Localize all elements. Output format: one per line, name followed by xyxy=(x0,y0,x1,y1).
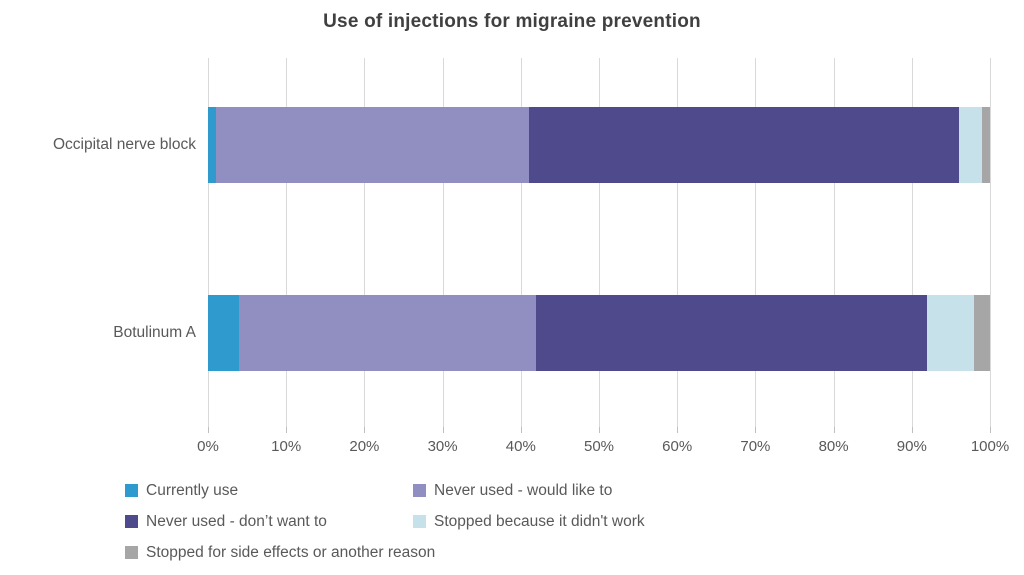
gridline xyxy=(286,58,288,427)
bar-segment xyxy=(958,107,983,183)
bar-segment xyxy=(239,295,537,371)
gridline xyxy=(599,58,600,427)
bar-segment xyxy=(215,107,529,183)
category-label: Occipital nerve block xyxy=(52,136,196,153)
x-axis-tick-label: 20% xyxy=(349,438,380,455)
bar-botulinum-a xyxy=(208,295,990,371)
legend-item: Stopped for side effects or another reas… xyxy=(125,542,435,563)
legend-swatch xyxy=(125,546,138,559)
x-axis-tick-label: 10% xyxy=(271,438,302,455)
legend-item: Never used - would like to xyxy=(413,480,645,501)
gridline xyxy=(677,58,679,427)
legend-swatch xyxy=(125,484,138,497)
legend-swatch xyxy=(125,515,138,528)
bar-segment xyxy=(536,295,928,371)
chart-title: Use of injections for migraine preventio… xyxy=(323,11,701,32)
axis-tick xyxy=(286,427,288,433)
bar-occipital-nerve-block xyxy=(208,107,990,183)
axis-tick xyxy=(677,427,679,433)
axis-tick xyxy=(364,427,366,433)
bar-segment xyxy=(927,295,975,371)
gridline xyxy=(208,58,209,427)
axis-tick xyxy=(599,427,600,433)
gridline xyxy=(442,58,444,427)
axis-tick xyxy=(442,427,444,433)
category-label: Botulinum A xyxy=(113,324,196,341)
legend-label: Never used - don’t want to xyxy=(146,512,327,530)
gridline xyxy=(911,58,913,427)
bar-segment xyxy=(208,295,240,371)
x-axis-tick-label: 40% xyxy=(505,438,536,455)
gridline xyxy=(520,58,522,427)
axis-tick xyxy=(833,427,835,433)
x-axis-tick-label: 70% xyxy=(740,438,771,455)
gridline xyxy=(755,58,757,427)
axis-tick xyxy=(755,427,757,433)
axis-tick xyxy=(208,427,209,433)
legend-item: Never used - don’t want to xyxy=(125,511,413,532)
bar-segment xyxy=(528,107,959,183)
legend-label: Currently use xyxy=(146,481,239,499)
bar-segment xyxy=(974,295,990,371)
x-axis-tick-label: 90% xyxy=(896,438,927,455)
legend-label: Stopped because it didn't work xyxy=(434,512,645,530)
axis-tick xyxy=(990,427,991,433)
axis-tick xyxy=(911,427,913,433)
legend-label: Stopped for side effects or another reas… xyxy=(146,543,436,561)
x-axis-tick-label: 80% xyxy=(818,438,849,455)
x-axis-tick-label: 100% xyxy=(970,438,1010,455)
legend-swatch xyxy=(413,515,426,528)
plot-area xyxy=(208,58,991,433)
x-axis-tick-label: 50% xyxy=(583,438,615,455)
x-axis-tick-label: 30% xyxy=(427,438,458,455)
x-axis-tick-label: 0% xyxy=(197,438,219,455)
bar-segment xyxy=(208,107,216,183)
legend-item: Stopped because it didn't work xyxy=(413,511,645,532)
x-axis-tick-label: 60% xyxy=(662,438,693,455)
gridline xyxy=(990,58,991,427)
legend-swatch xyxy=(413,484,426,497)
legend: Currently use Never used - would like to N… xyxy=(125,480,645,563)
gridline xyxy=(364,58,366,427)
legend-label: Never used - would like to xyxy=(434,481,613,499)
gridline xyxy=(833,58,835,427)
axis-tick xyxy=(520,427,522,433)
bar-segment xyxy=(982,107,990,183)
legend-item: Currently use xyxy=(125,480,413,501)
